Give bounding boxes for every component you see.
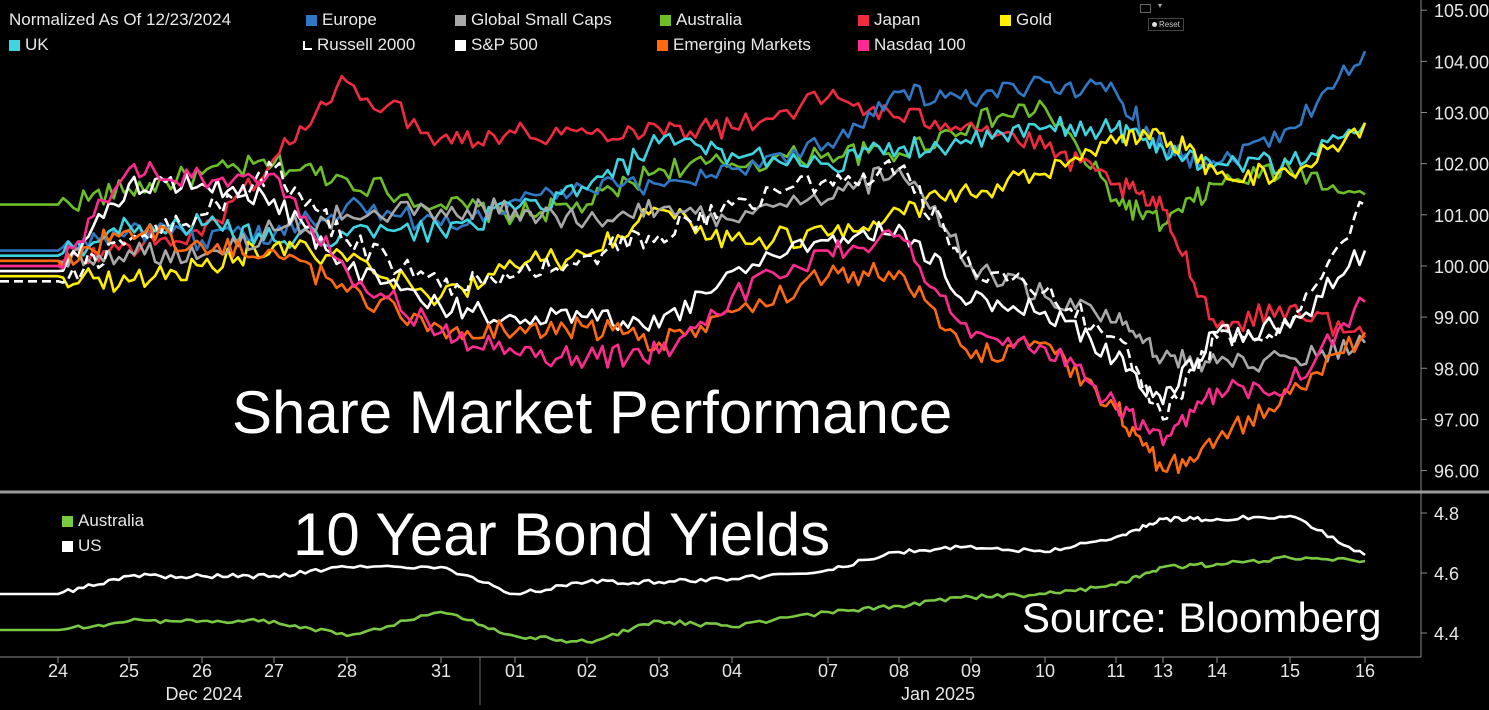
bond-series-line-us	[0, 514, 1366, 596]
legend-swatch	[660, 14, 671, 26]
legend-label: Japan	[874, 10, 921, 29]
legend-label: Australia	[676, 10, 743, 29]
reset-button[interactable]: Reset	[1148, 18, 1184, 31]
x-tick-label: 01	[505, 661, 525, 681]
y-tick-label: 101.00	[1434, 206, 1489, 226]
legend-swatch	[62, 540, 73, 552]
legend-label: Gold	[1016, 10, 1052, 29]
x-group-label: Jan 2025	[901, 684, 975, 704]
legend-swatch	[306, 14, 317, 26]
legend-item-sandp-500[interactable]: S&P 500	[455, 35, 538, 55]
legend-swatch	[455, 39, 466, 51]
x-tick-label: 27	[264, 661, 284, 681]
series-layer	[0, 50, 1367, 644]
x-tick-label: 08	[889, 661, 909, 681]
series-line-emerging-markets	[0, 223, 1367, 475]
bond-y-tick-label: 4.4	[1434, 624, 1459, 644]
legend-swatch	[455, 14, 466, 26]
bond-legend-item-australia[interactable]: Australia	[62, 511, 144, 531]
series-line-uk	[0, 115, 1367, 257]
y-tick-label: 103.00	[1434, 104, 1489, 124]
legend-label: Emerging Markets	[673, 35, 811, 54]
x-tick-label: 15	[1280, 661, 1300, 681]
chart-title: Share Market Performance	[232, 379, 953, 446]
x-tick-label: 09	[961, 661, 981, 681]
legend-swatch	[1000, 14, 1011, 26]
bond-chart-title: 10 Year Bond Yields	[293, 501, 831, 568]
x-tick-label: 25	[119, 661, 139, 681]
legend-label: UK	[25, 35, 49, 54]
x-tick-label: 28	[337, 661, 357, 681]
legend-item-uk[interactable]: UK	[9, 35, 49, 55]
legend-label: Europe	[322, 10, 377, 29]
x-tick-label: 13	[1153, 661, 1173, 681]
zoom-icon[interactable]	[1140, 4, 1151, 13]
x-tick-label: 11	[1107, 661, 1126, 681]
legend-swatch	[858, 39, 869, 51]
legend-item-japan[interactable]: Japan	[858, 10, 920, 30]
bond-y-tick-label: 4.6	[1434, 564, 1459, 584]
legend-swatch	[858, 14, 869, 26]
legend-label: Russell 2000	[317, 35, 416, 54]
legend-label: Nasdaq 100	[874, 35, 966, 54]
x-tick-label: 07	[818, 661, 838, 681]
y-tick-label: 104.00	[1434, 52, 1489, 72]
legend-item-emerging-markets[interactable]: Emerging Markets	[657, 35, 811, 55]
series-line-japan	[0, 74, 1367, 339]
x-tick-label: 10	[1035, 661, 1055, 681]
x-tick-label: 16	[1355, 661, 1375, 681]
y-tick-label: 97.00	[1434, 410, 1479, 430]
legend-swatch	[657, 39, 668, 51]
legend-label: Global Small Caps	[471, 10, 612, 29]
series-line-europe	[0, 50, 1367, 252]
y-tick-label: 105.00	[1434, 1, 1489, 21]
x-tick-label: 31	[431, 661, 451, 681]
series-line-russell-2000	[0, 159, 1366, 421]
x-tick-label: 03	[649, 661, 669, 681]
legend-item-australia[interactable]: Australia	[660, 10, 742, 30]
x-tick-label: 26	[192, 661, 212, 681]
y-tick-label: 102.00	[1434, 155, 1489, 175]
bond-y-tick-label: 4.8	[1434, 504, 1459, 524]
x-tick-label: 02	[577, 661, 597, 681]
source-label: Source: Bloomberg	[1022, 594, 1382, 641]
x-group-label: Dec 2024	[165, 684, 242, 704]
series-line-sandp-500	[0, 173, 1367, 406]
legend-label: Australia	[78, 511, 145, 530]
x-tick-label: 04	[722, 661, 742, 681]
legend-swatch	[62, 515, 73, 527]
legend-item-gold[interactable]: Gold	[1000, 10, 1052, 30]
legend-item-nasdaq-100[interactable]: Nasdaq 100	[858, 35, 966, 55]
series-line-global-small-caps	[0, 166, 1367, 373]
y-tick-label: 99.00	[1434, 308, 1479, 328]
legend-label: S&P 500	[471, 35, 538, 54]
bond-series-line-australia	[0, 555, 1366, 644]
legend-item-russell-2000[interactable]: Russell 2000	[303, 35, 415, 55]
legend-header-text: Normalized As Of 12/23/2024	[9, 10, 232, 29]
legend-header: Normalized As Of 12/23/2024	[9, 10, 231, 30]
reset-label: Reset	[1159, 20, 1180, 29]
bond-legend-item-us[interactable]: US	[62, 536, 102, 556]
legend-swatch	[303, 40, 312, 50]
series-line-nasdaq-100	[0, 160, 1366, 447]
series-line-gold	[0, 122, 1367, 307]
y-tick-label: 98.00	[1434, 359, 1479, 379]
chevron-down-icon[interactable]: ▾	[1158, 1, 1163, 10]
x-tick-label: 24	[48, 661, 68, 681]
y-tick-label: 96.00	[1434, 462, 1479, 482]
x-tick-label: 14	[1207, 661, 1227, 681]
y-tick-label: 100.00	[1434, 257, 1489, 277]
legend-item-europe[interactable]: Europe	[306, 10, 377, 30]
reset-radio-icon	[1152, 22, 1157, 27]
legend-swatch	[9, 39, 20, 51]
legend-item-global-small-caps[interactable]: Global Small Caps	[455, 10, 612, 30]
legend-label: US	[78, 536, 102, 555]
